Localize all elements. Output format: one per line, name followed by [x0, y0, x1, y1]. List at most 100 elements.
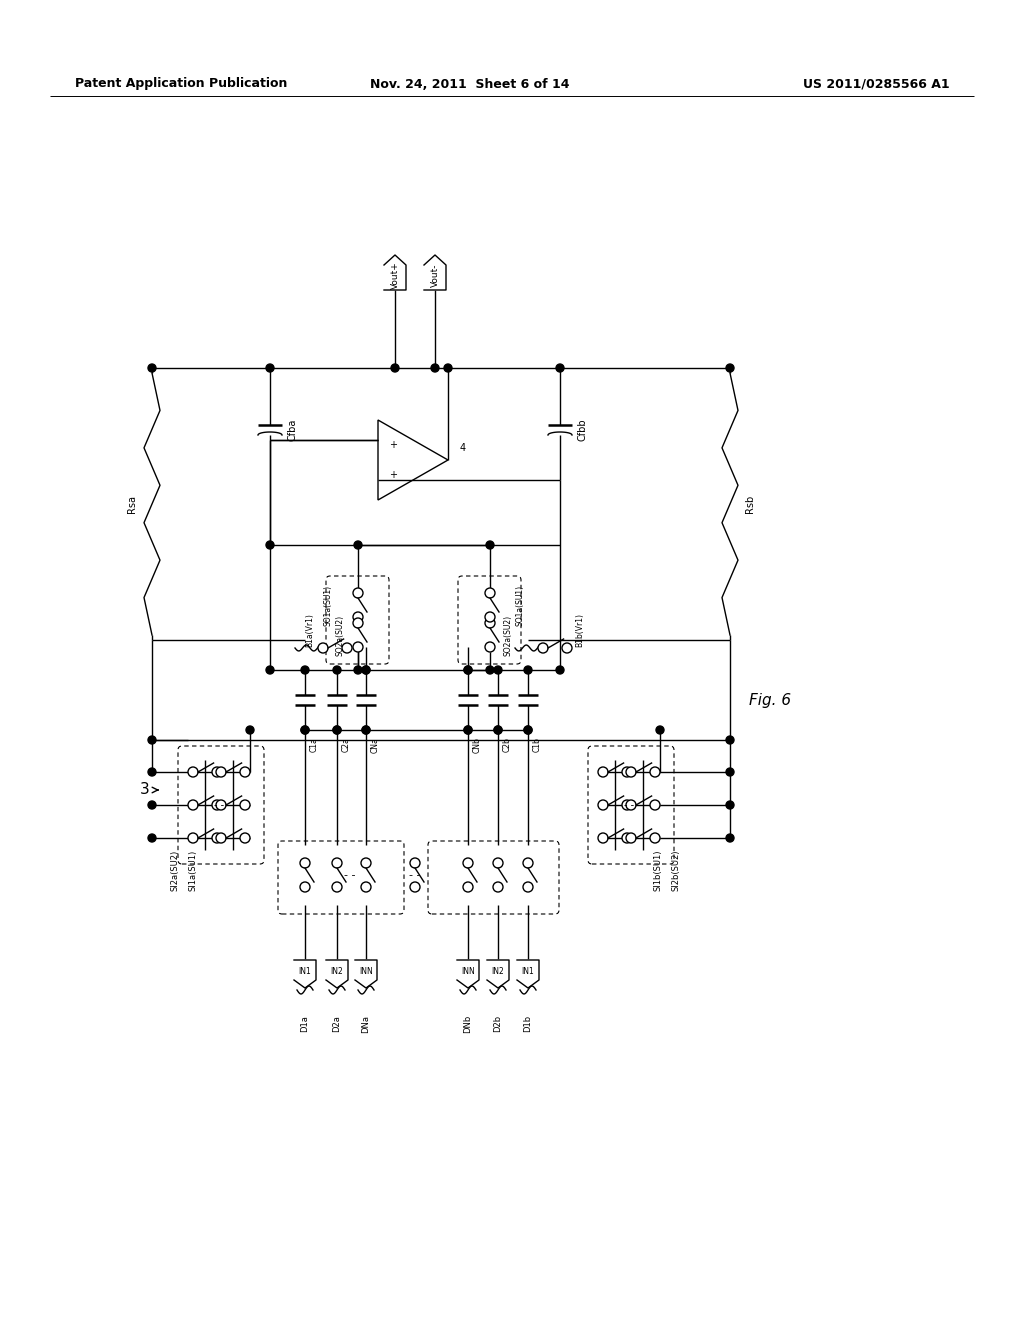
Circle shape	[333, 726, 341, 734]
Circle shape	[342, 643, 352, 653]
Circle shape	[726, 737, 734, 744]
Circle shape	[494, 667, 502, 675]
Text: SO1a(SU1): SO1a(SU1)	[515, 585, 524, 626]
Text: +: +	[389, 470, 397, 480]
Polygon shape	[384, 255, 406, 290]
Text: Vout-: Vout-	[430, 264, 439, 288]
Circle shape	[148, 364, 156, 372]
Circle shape	[212, 800, 222, 810]
Circle shape	[212, 833, 222, 843]
Circle shape	[556, 667, 564, 675]
Circle shape	[333, 667, 341, 675]
Circle shape	[486, 541, 494, 549]
Circle shape	[333, 726, 341, 734]
Text: C2b: C2b	[503, 738, 512, 752]
Text: Vout+: Vout+	[390, 261, 399, 289]
Text: 3: 3	[140, 783, 150, 797]
Circle shape	[300, 882, 310, 892]
Text: DNa: DNa	[361, 1015, 371, 1034]
Circle shape	[598, 833, 608, 843]
Circle shape	[444, 364, 452, 372]
Circle shape	[188, 833, 198, 843]
Circle shape	[463, 858, 473, 869]
Circle shape	[318, 643, 328, 653]
Text: Patent Application Publication: Patent Application Publication	[75, 78, 288, 91]
Circle shape	[494, 726, 502, 734]
Circle shape	[188, 800, 198, 810]
Text: IN2: IN2	[331, 966, 343, 975]
Text: +: +	[389, 440, 397, 450]
Circle shape	[391, 364, 399, 372]
Text: SI2a(SU2): SI2a(SU2)	[171, 849, 179, 891]
Text: IN1: IN1	[521, 966, 535, 975]
Text: - -: - -	[410, 870, 421, 880]
Circle shape	[353, 612, 362, 622]
Text: CNa: CNa	[371, 737, 380, 752]
Text: Rsa: Rsa	[127, 495, 137, 513]
Circle shape	[361, 882, 371, 892]
Text: C1a: C1a	[310, 738, 319, 752]
Circle shape	[266, 364, 274, 372]
Circle shape	[148, 834, 156, 842]
Circle shape	[188, 767, 198, 777]
Circle shape	[656, 726, 664, 734]
Text: D2a: D2a	[333, 1015, 341, 1032]
Circle shape	[626, 800, 636, 810]
Circle shape	[301, 726, 309, 734]
Text: B1a(Vr1): B1a(Vr1)	[305, 612, 314, 647]
Circle shape	[464, 726, 472, 734]
Text: INN: INN	[461, 966, 475, 975]
Circle shape	[240, 800, 250, 810]
Circle shape	[266, 541, 274, 549]
Circle shape	[726, 768, 734, 776]
Text: DNb: DNb	[464, 1015, 472, 1034]
Circle shape	[464, 726, 472, 734]
Circle shape	[216, 767, 226, 777]
Text: C1b: C1b	[534, 738, 542, 752]
Text: SO2a(SU2): SO2a(SU2)	[503, 614, 512, 656]
Circle shape	[246, 726, 254, 734]
Text: SI2b(SU2): SI2b(SU2)	[672, 849, 681, 891]
Polygon shape	[326, 960, 348, 987]
Circle shape	[148, 768, 156, 776]
Circle shape	[486, 667, 494, 675]
Circle shape	[431, 364, 439, 372]
Circle shape	[494, 726, 502, 734]
Circle shape	[332, 858, 342, 869]
Polygon shape	[487, 960, 509, 987]
Circle shape	[464, 667, 472, 675]
Text: INN: INN	[359, 966, 373, 975]
Circle shape	[562, 643, 572, 653]
Circle shape	[556, 364, 564, 372]
Circle shape	[362, 667, 370, 675]
Circle shape	[598, 767, 608, 777]
Polygon shape	[355, 960, 377, 987]
Circle shape	[212, 767, 222, 777]
Circle shape	[362, 726, 370, 734]
Text: D2b: D2b	[494, 1015, 503, 1032]
Circle shape	[301, 726, 309, 734]
Circle shape	[622, 767, 632, 777]
Circle shape	[650, 800, 660, 810]
Text: SO1a(SU1): SO1a(SU1)	[324, 585, 333, 626]
Text: 4: 4	[460, 444, 466, 453]
Circle shape	[726, 801, 734, 809]
Circle shape	[301, 667, 309, 675]
Text: Rsb: Rsb	[745, 495, 755, 513]
Circle shape	[485, 587, 495, 598]
Circle shape	[598, 800, 608, 810]
Polygon shape	[294, 960, 316, 987]
Circle shape	[726, 364, 734, 372]
Text: - -: - -	[344, 870, 355, 880]
Circle shape	[354, 541, 362, 549]
Circle shape	[464, 667, 472, 675]
Text: - -: - -	[214, 800, 224, 810]
Circle shape	[240, 833, 250, 843]
Circle shape	[626, 833, 636, 843]
Circle shape	[463, 882, 473, 892]
Circle shape	[523, 882, 534, 892]
Circle shape	[524, 667, 532, 675]
Text: SI1a(SU1): SI1a(SU1)	[188, 849, 198, 891]
Circle shape	[626, 767, 636, 777]
Circle shape	[622, 833, 632, 843]
